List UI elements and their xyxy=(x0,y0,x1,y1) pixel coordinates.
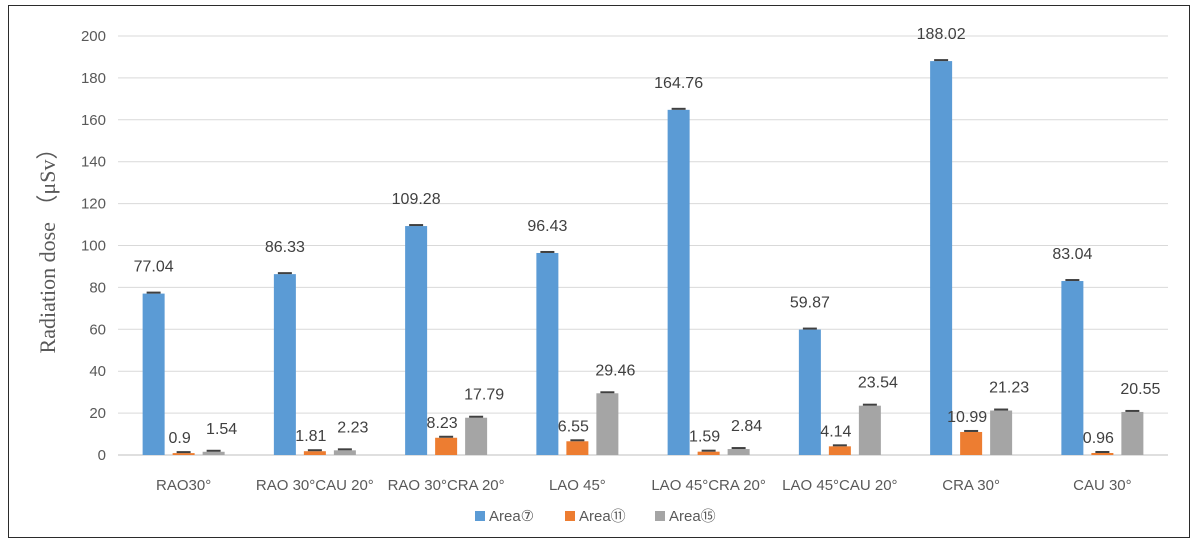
x-tick-label: CAU 30° xyxy=(1073,477,1132,494)
data-label: 8.23 xyxy=(427,415,458,432)
y-tick-label: 160 xyxy=(81,112,106,129)
legend-label: Area⑮ xyxy=(669,508,716,525)
legend-label: Area⑦ xyxy=(489,508,534,525)
bar xyxy=(667,109,690,456)
data-label: 4.14 xyxy=(820,423,851,440)
data-label: 17.79 xyxy=(464,387,504,404)
bar xyxy=(596,393,619,455)
data-label: 1.81 xyxy=(295,428,326,445)
bar xyxy=(828,446,851,455)
y-tick-label: 60 xyxy=(89,321,106,338)
bar xyxy=(172,453,195,455)
bar xyxy=(566,441,589,455)
bar xyxy=(405,226,428,455)
x-tick-label: RAO 30°CAU 20° xyxy=(256,477,374,494)
x-tick-label: LAO 45°CRA 20° xyxy=(651,477,766,494)
data-label: 21.23 xyxy=(989,380,1029,397)
bar xyxy=(333,450,356,455)
data-label: 188.02 xyxy=(917,26,966,43)
bar xyxy=(697,451,720,455)
bar xyxy=(960,431,983,455)
y-axis-title: Radiation dose （μSv） xyxy=(35,138,60,354)
data-label: 29.46 xyxy=(595,362,635,379)
data-label: 164.76 xyxy=(654,75,703,92)
bar xyxy=(858,405,881,455)
bar xyxy=(930,61,953,456)
bar xyxy=(465,417,488,455)
bar xyxy=(142,293,165,455)
data-label: 6.55 xyxy=(558,418,589,435)
y-tick-label: 120 xyxy=(81,196,106,213)
x-tick-label: LAO 45°CAU 20° xyxy=(782,477,897,494)
data-label: 10.99 xyxy=(947,409,987,426)
data-label: 59.87 xyxy=(790,295,830,312)
x-tick-label: LAO 45° xyxy=(549,477,606,494)
bar xyxy=(202,451,225,455)
data-label: 86.33 xyxy=(265,239,305,256)
bar xyxy=(1061,281,1084,455)
bar xyxy=(435,437,458,455)
x-tick-label: CRA 30° xyxy=(942,477,1000,494)
data-label: 0.9 xyxy=(169,430,191,447)
y-tick-label: 80 xyxy=(89,279,106,296)
y-tick-label: 200 xyxy=(81,28,106,45)
y-tick-label: 20 xyxy=(89,405,106,422)
bar xyxy=(303,451,326,455)
data-label: 1.54 xyxy=(206,421,237,438)
y-tick-label: 180 xyxy=(81,70,106,87)
y-tick-label: 0 xyxy=(98,447,106,464)
bar xyxy=(1121,411,1144,455)
data-label: 1.59 xyxy=(689,429,720,446)
data-label: 20.55 xyxy=(1120,381,1160,398)
data-label: 2.84 xyxy=(731,418,762,435)
legend-swatch xyxy=(565,511,575,521)
data-label: 0.96 xyxy=(1083,430,1114,447)
x-tick-label: RAO 30°CRA 20° xyxy=(388,477,505,494)
data-label: 109.28 xyxy=(392,191,441,208)
bar xyxy=(1091,452,1114,455)
data-label: 83.04 xyxy=(1052,246,1092,263)
y-tick-label: 100 xyxy=(81,238,106,255)
data-label: 2.23 xyxy=(337,419,368,436)
y-tick-label: 40 xyxy=(89,363,106,380)
y-tick-label: 140 xyxy=(81,154,106,171)
legend-swatch xyxy=(655,511,665,521)
data-label: 96.43 xyxy=(527,218,567,235)
bar xyxy=(990,410,1013,455)
bar xyxy=(273,274,296,455)
legend-label: Area⑪ xyxy=(579,508,626,525)
legend-swatch xyxy=(475,511,485,521)
bar xyxy=(798,329,821,455)
data-label: 77.04 xyxy=(134,259,174,276)
data-label: 23.54 xyxy=(858,375,898,392)
x-tick-label: RAO30° xyxy=(156,477,211,494)
bar xyxy=(536,252,559,455)
bar xyxy=(727,449,750,455)
